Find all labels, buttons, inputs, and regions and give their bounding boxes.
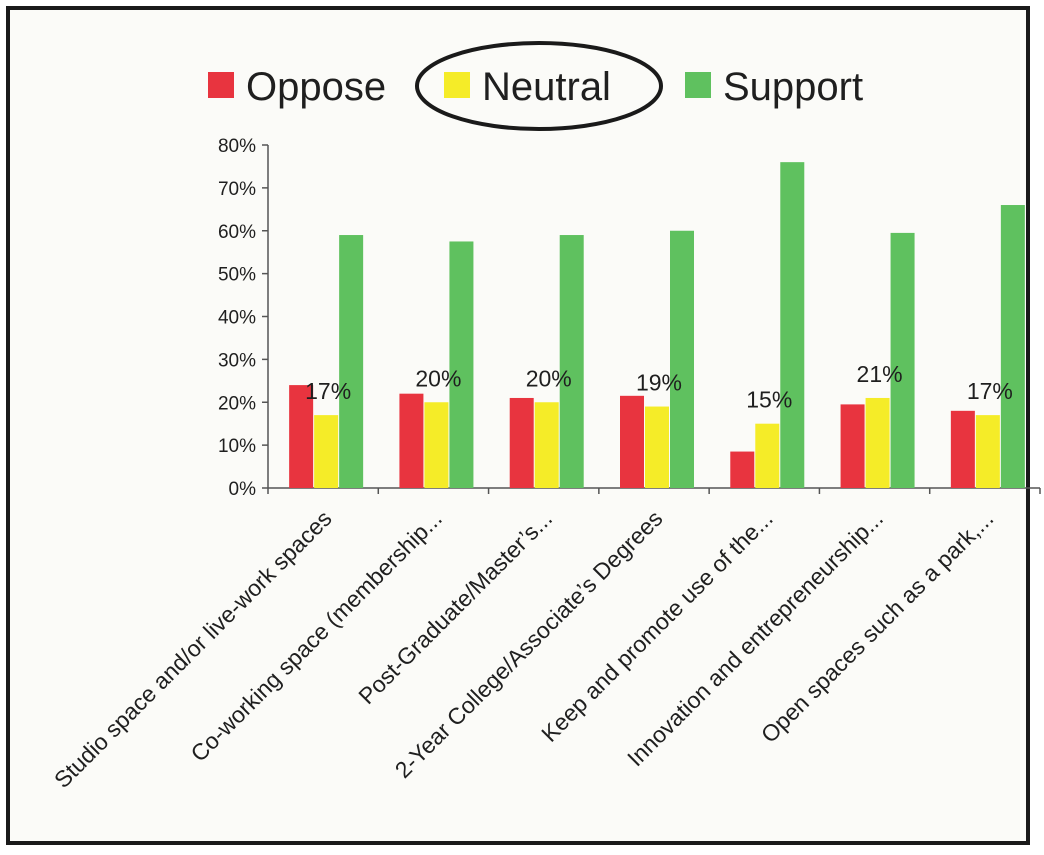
bar-oppose: [509, 397, 534, 488]
legend-swatch-support: [685, 72, 711, 98]
bar-support: [670, 230, 694, 488]
legend-label-oppose: Oppose: [246, 65, 386, 109]
bar-neutral: [975, 415, 1000, 488]
bar-support: [780, 162, 805, 488]
legend-label-neutral: Neutral: [482, 65, 611, 109]
legend-label-support: Support: [723, 65, 863, 109]
data-label-neutral: 20%: [526, 365, 572, 391]
legend-swatch-oppose: [208, 72, 234, 98]
y-tick-label: 30%: [218, 350, 256, 371]
bar-oppose: [840, 404, 865, 488]
y-tick-label: 80%: [218, 136, 256, 157]
bar-support: [559, 235, 584, 488]
data-label-neutral: 20%: [415, 365, 461, 391]
x-category-label: Open spaces such as a park,...: [756, 505, 999, 748]
y-tick-label: 60%: [218, 222, 256, 243]
bar-support: [1000, 205, 1025, 488]
data-label-neutral: 17%: [305, 378, 351, 404]
data-label-neutral: 17%: [967, 378, 1013, 404]
bar-support: [339, 235, 364, 488]
bar-neutral: [645, 406, 669, 488]
bar-neutral: [755, 423, 780, 488]
bar-neutral: [314, 415, 339, 488]
bar-oppose: [950, 410, 975, 488]
bar-oppose: [289, 385, 314, 488]
x-category-label: Keep and promote use of the...: [536, 505, 778, 747]
legend-highlight-ellipse: [415, 41, 663, 131]
bar-neutral: [865, 397, 890, 488]
bar-support: [890, 232, 915, 488]
bar-oppose: [399, 393, 424, 488]
bar-neutral: [534, 402, 559, 488]
data-label-neutral: 19%: [636, 370, 682, 396]
y-tick-label: 50%: [218, 265, 256, 286]
y-tick-label: 0%: [229, 479, 257, 500]
y-tick-label: 10%: [218, 436, 256, 457]
bar-oppose: [620, 395, 644, 488]
bar-support: [449, 241, 474, 488]
x-category-label: Post-Graduate/Master’s...: [353, 505, 557, 709]
y-tick-label: 20%: [218, 393, 256, 414]
data-label-neutral: 15%: [746, 387, 792, 413]
y-tick-label: 40%: [218, 308, 256, 329]
bar-neutral: [424, 402, 449, 488]
legend-swatch-neutral: [444, 72, 470, 98]
y-tick-label: 70%: [218, 179, 256, 200]
bar-oppose: [730, 451, 755, 488]
data-label-neutral: 21%: [857, 361, 903, 387]
